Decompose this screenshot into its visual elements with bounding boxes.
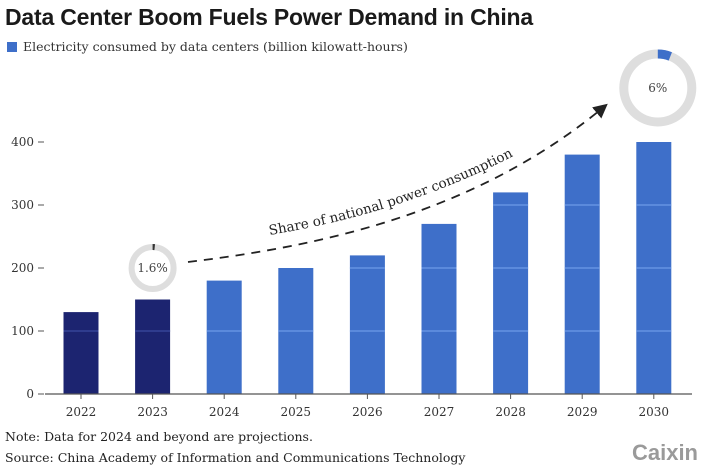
x-tick-label: 2023 — [137, 405, 168, 419]
x-tick-label: 2022 — [66, 405, 97, 419]
caixin-logo: Caixin — [631, 440, 698, 465]
x-tick-label: 2030 — [639, 405, 670, 419]
bar-2022 — [63, 312, 99, 394]
source-text: Source: China Academy of Information and… — [5, 450, 466, 465]
x-tick-label: 2029 — [567, 405, 598, 419]
x-tick-label: 2025 — [281, 405, 312, 419]
x-tick-label: 2026 — [352, 405, 383, 419]
y-tick-label: 0 — [26, 387, 34, 401]
bar-2023 — [135, 299, 171, 394]
bar-2029 — [564, 154, 600, 394]
chart-title: Data Center Boom Fuels Power Demand in C… — [5, 4, 533, 30]
note-text: Note: Data for 2024 and beyond are proje… — [5, 429, 313, 444]
donut-label: 6% — [648, 81, 667, 95]
y-tick-label: 400 — [11, 135, 34, 149]
legend-swatch — [7, 41, 17, 52]
trend-arrow — [187, 103, 608, 263]
share-donut-start: 1.6% — [128, 244, 177, 292]
x-tick-label: 2024 — [209, 405, 240, 419]
y-tick-label: 100 — [11, 324, 34, 338]
share-donut-end: 6% — [619, 49, 697, 127]
x-tick-label: 2028 — [495, 405, 526, 419]
bar-2024 — [206, 280, 242, 394]
y-tick-label: 200 — [11, 261, 34, 275]
donut-label: 1.6% — [137, 261, 168, 275]
y-tick-label: 300 — [11, 198, 34, 212]
donut-share-arc — [657, 49, 672, 61]
annotation-label-text: Share of national power consumption — [268, 145, 516, 239]
x-tick-label: 2027 — [424, 405, 455, 419]
legend: Electricity consumed by data centers (bi… — [7, 39, 408, 54]
legend-label: Electricity consumed by data centers (bi… — [23, 39, 408, 54]
bar-2026 — [349, 255, 385, 394]
annotation-label: Share of national power consumption — [268, 145, 516, 239]
bar-2027 — [421, 223, 457, 394]
bar-2028 — [493, 192, 529, 394]
